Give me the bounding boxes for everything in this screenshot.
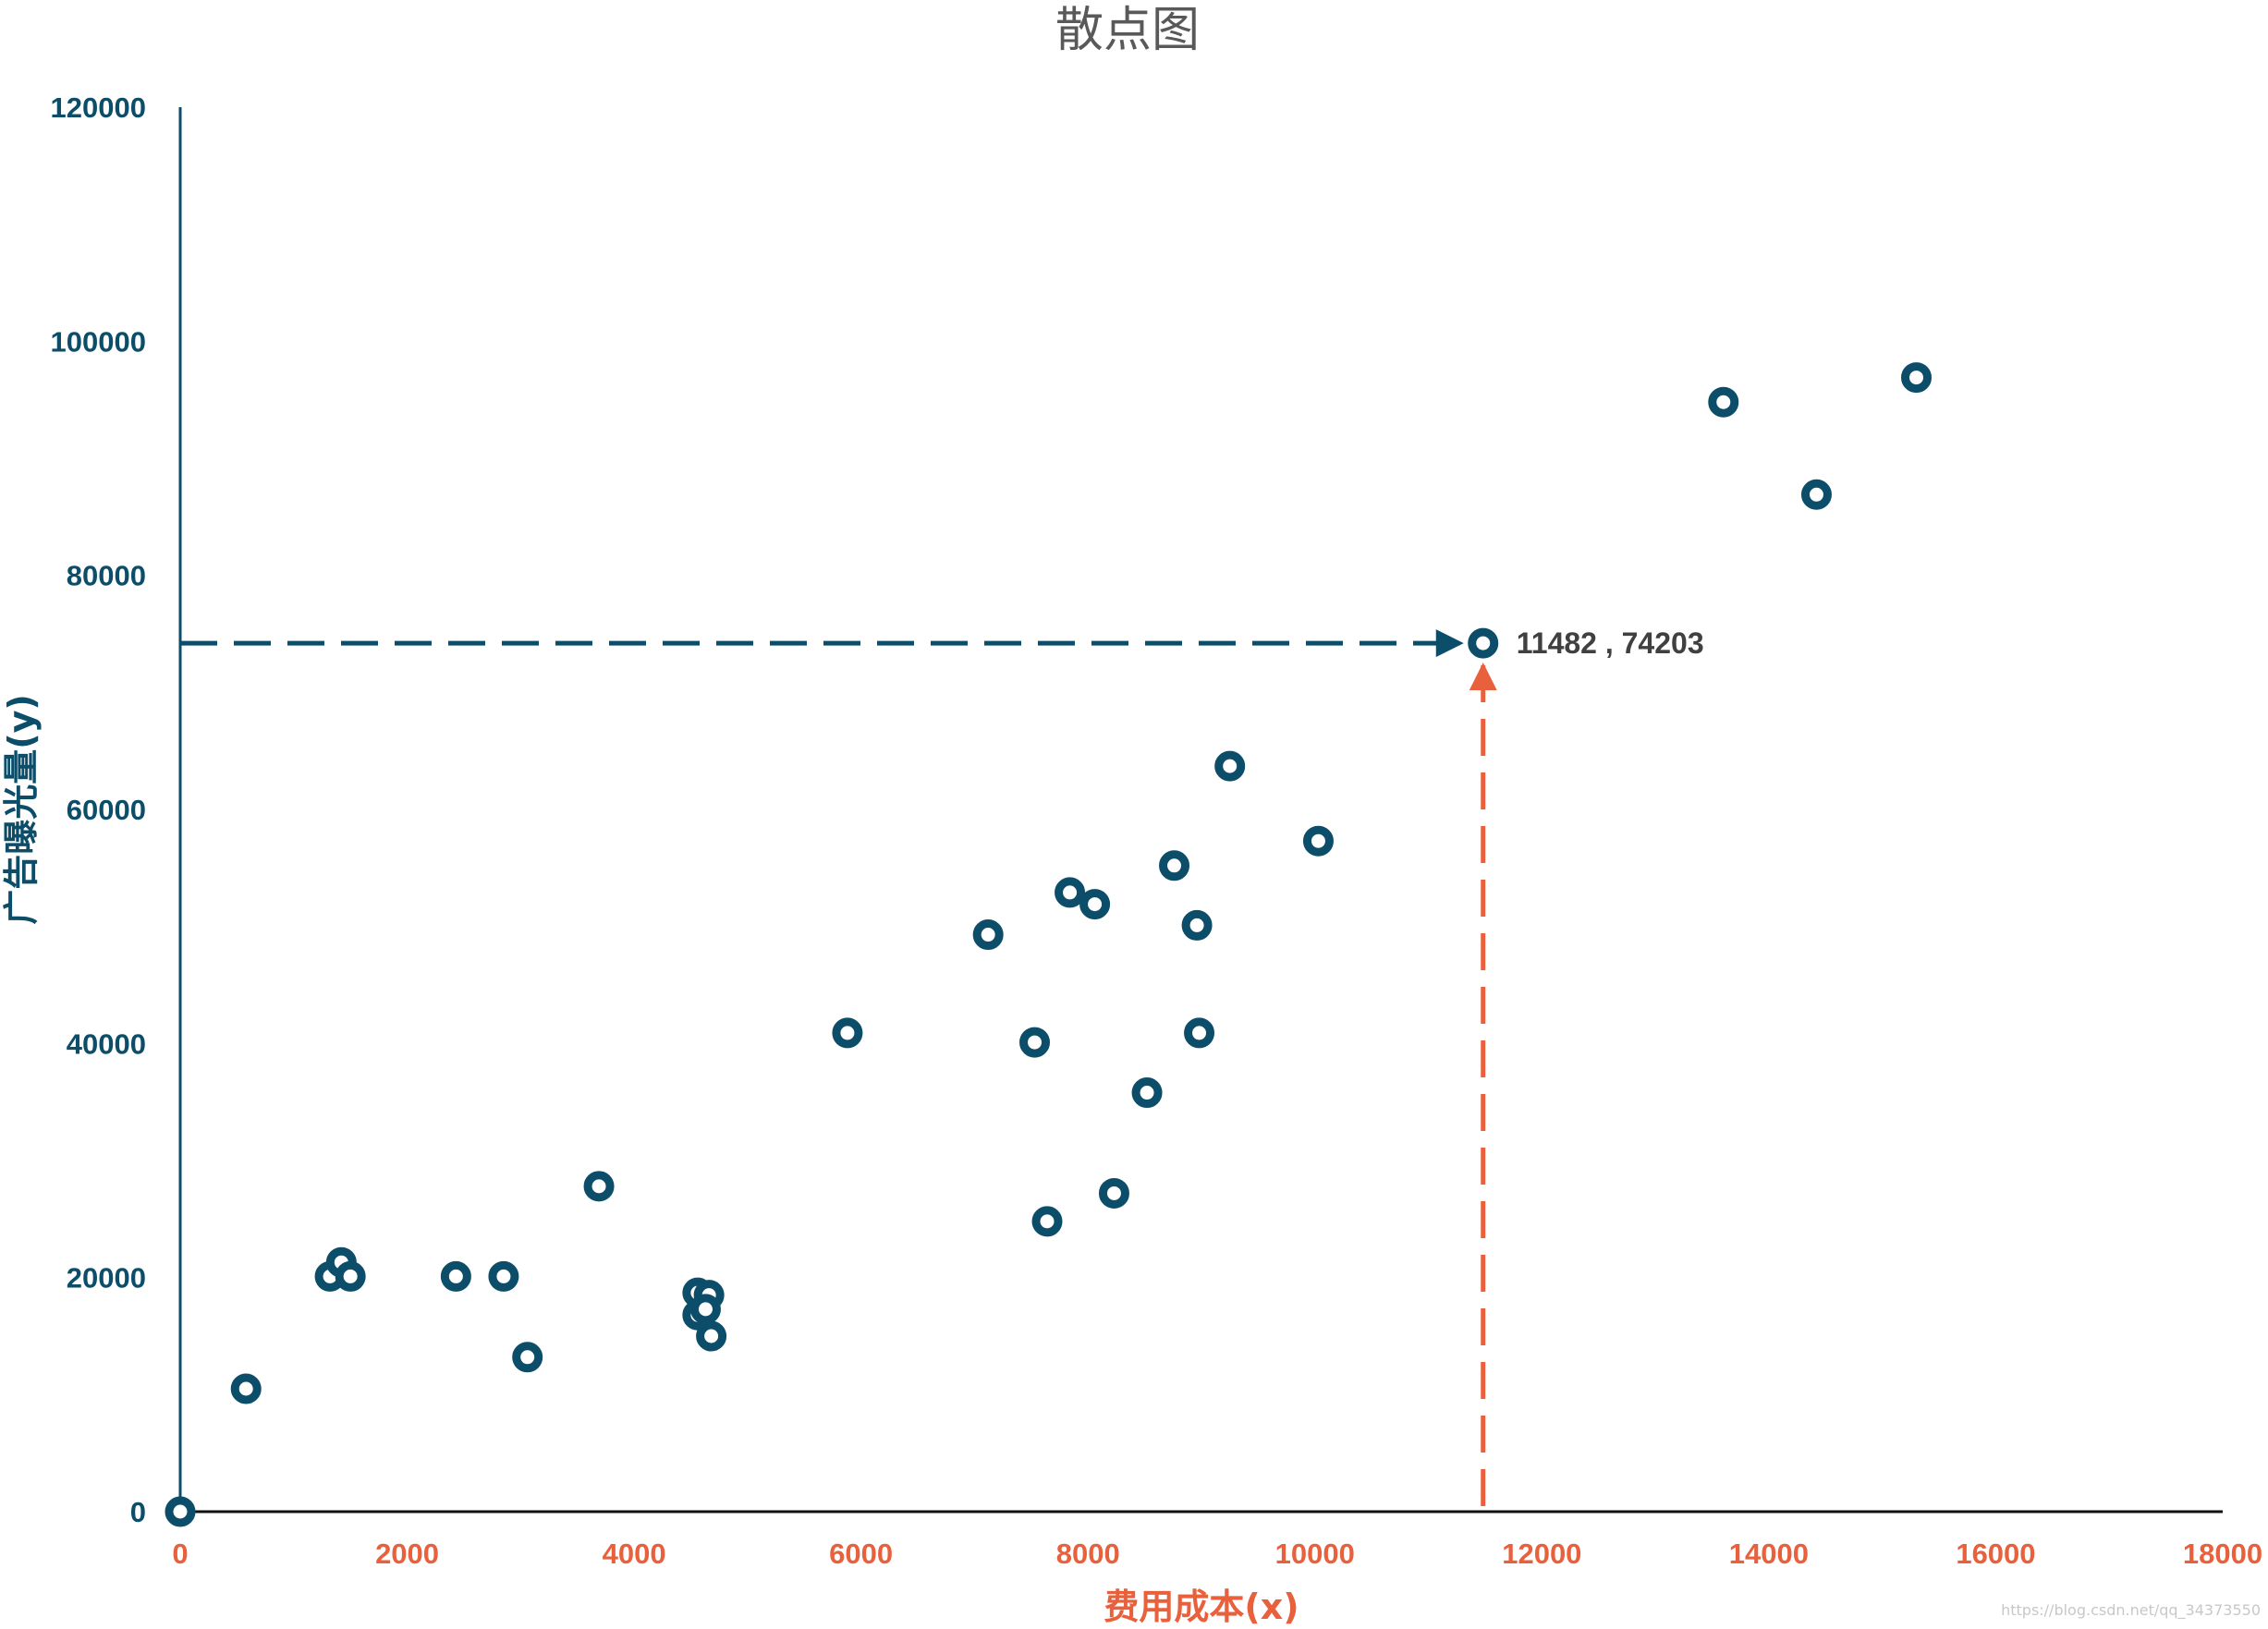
x-tick-label: 10000 — [1275, 1538, 1355, 1570]
x-tick-label: 6000 — [829, 1538, 893, 1570]
y-tick-label: 80000 — [67, 560, 146, 592]
x-tick-label: 4000 — [603, 1538, 666, 1570]
x-tick-label: 8000 — [1056, 1538, 1120, 1570]
highlight-point-label: 11482 , 74203 — [1517, 626, 1704, 660]
y-tick-label: 40000 — [67, 1027, 146, 1060]
scatter-point — [1131, 1077, 1163, 1109]
scatter-point — [230, 1373, 262, 1404]
scatter-point — [972, 919, 1004, 951]
x-tick-label: 16000 — [1956, 1538, 2035, 1570]
y-axis-label: 广告曝光量(y) — [1, 694, 42, 925]
scatter-point — [1302, 825, 1334, 857]
scatter-point — [689, 1294, 721, 1325]
scatter-point — [1800, 479, 1832, 510]
chart-title: 散点图 — [1055, 3, 1200, 58]
watermark: https://blog.csdn.net/qq_34373550 — [2001, 1601, 2261, 1620]
scatter-point — [440, 1260, 471, 1292]
y-tick-label: 20000 — [67, 1262, 146, 1295]
scatter-point — [1708, 386, 1739, 418]
y-tick-label: 60000 — [67, 794, 146, 826]
scatter-point — [1019, 1027, 1051, 1058]
scatter-point — [1184, 1017, 1215, 1049]
scatter-point — [512, 1342, 543, 1373]
scatter-point — [1214, 750, 1246, 782]
data-points — [165, 362, 1932, 1527]
scatter-point — [1901, 362, 1932, 394]
scatter-point — [1159, 850, 1190, 881]
scatter-point — [583, 1171, 615, 1202]
x-tick-label: 2000 — [375, 1538, 439, 1570]
scatter-point — [335, 1260, 366, 1292]
y-tick-label: 100000 — [51, 325, 146, 358]
scatter-point — [165, 1496, 196, 1527]
x-tick-label: 18000 — [2183, 1538, 2262, 1570]
x-tick-label: 14000 — [1729, 1538, 1809, 1570]
y-tick-label: 0 — [130, 1496, 146, 1528]
scatter-point — [1098, 1177, 1129, 1209]
scatter-point — [1079, 889, 1111, 920]
scatter-point — [1031, 1206, 1063, 1237]
scatter-point — [696, 1320, 727, 1352]
x-axis-label: 费用成本(x) — [1104, 1586, 1299, 1627]
y-tick-label: 120000 — [51, 91, 146, 124]
x-tick-label: 12000 — [1502, 1538, 1581, 1570]
scatter-point — [488, 1260, 519, 1292]
x-tick-label: 0 — [172, 1538, 188, 1570]
scatter-point — [1181, 909, 1213, 941]
scatter-point — [1468, 627, 1499, 659]
x-tick-labels: 0 2000 4000 6000 8000 10000 12000 14000 16000 180… — [172, 1538, 2262, 1570]
scatter-point — [832, 1017, 863, 1049]
y-tick-labels: 0 20000 40000 60000 80000 100000 120000 — [51, 91, 146, 1528]
scatter-point — [1055, 877, 1086, 908]
